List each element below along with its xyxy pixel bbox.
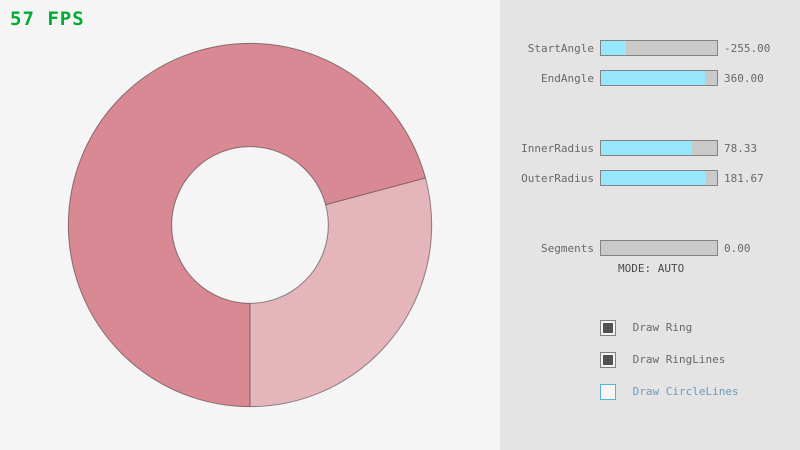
slider-row-outerradius: OuterRadius 181.67 [500, 170, 800, 186]
endangle-slider[interactable] [600, 70, 718, 86]
slider-fill [601, 71, 706, 85]
slider-fill [601, 141, 692, 155]
segments-slider[interactable] [600, 240, 718, 256]
endangle-label: EndAngle [541, 72, 594, 85]
fps-counter: 57 FPS [10, 8, 85, 30]
endangle-value: 360.00 [724, 72, 764, 85]
draw-ringlines-label: Draw RingLines [632, 353, 726, 366]
innerradius-label: InnerRadius [521, 142, 594, 155]
innerradius-value: 78.33 [724, 142, 758, 155]
startangle-label: StartAngle [527, 42, 594, 55]
mode-text: MODE: AUTO [618, 262, 685, 275]
startangle-value: -255.00 [724, 42, 771, 55]
startangle-slider[interactable] [600, 40, 718, 56]
control-panel: StartAngle -255.00 EndAngle 360.00 Inner… [500, 0, 800, 450]
slider-row-endangle: EndAngle 360.00 [500, 70, 800, 86]
slider-fill [601, 171, 707, 185]
outerradius-label: OuterRadius [521, 172, 594, 185]
ring-chart [67, 42, 433, 408]
checkbox-row-draw-ring: Draw Ring [600, 320, 692, 336]
draw-ringlines-checkbox[interactable] [600, 352, 616, 368]
draw-ring-checkbox[interactable] [600, 320, 616, 336]
slider-row-segments: Segments 0.00 [500, 240, 800, 256]
draw-circlelines-checkbox[interactable] [600, 384, 616, 400]
slider-row-innerradius: InnerRadius 78.33 [500, 140, 800, 156]
checkbox-row-draw-circlelines: Draw CircleLines [600, 384, 739, 400]
segments-value: 0.00 [724, 242, 751, 255]
outerradius-value: 181.67 [724, 172, 764, 185]
checkbox-row-draw-ringlines: Draw RingLines [600, 352, 725, 368]
segments-label: Segments [541, 242, 594, 255]
innerradius-slider[interactable] [600, 140, 718, 156]
draw-ring-label: Draw Ring [632, 321, 693, 334]
slider-row-startangle: StartAngle -255.00 [500, 40, 800, 56]
slider-fill [601, 41, 627, 55]
outerradius-slider[interactable] [600, 170, 718, 186]
draw-circlelines-label: Draw CircleLines [632, 385, 739, 398]
